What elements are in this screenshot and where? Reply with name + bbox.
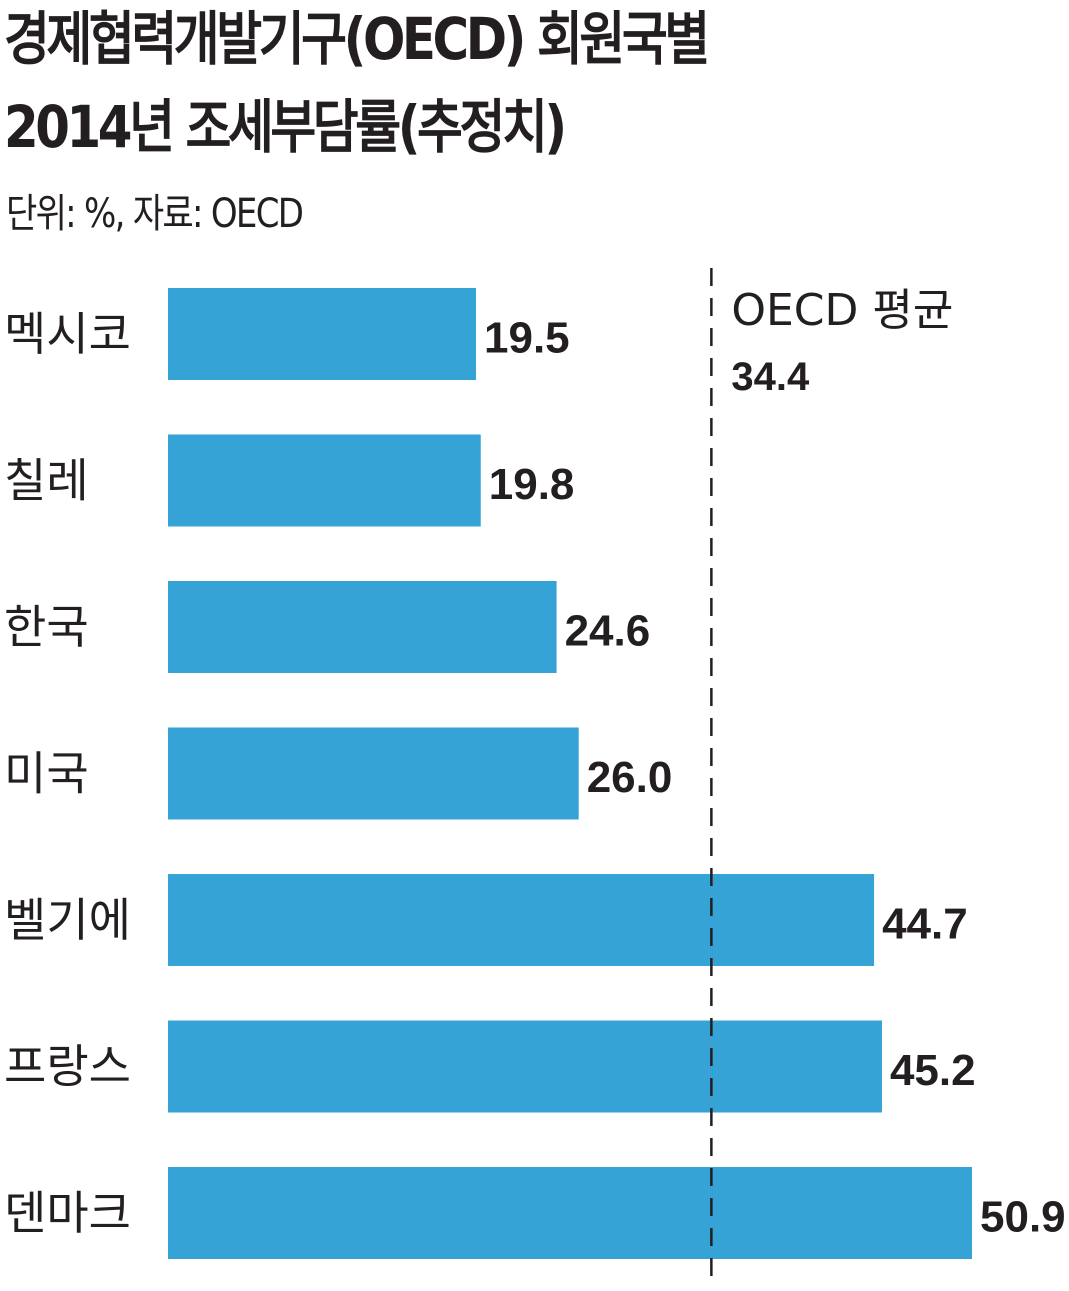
- oecd-average-value: 34.4: [731, 355, 810, 399]
- value-label: 50.9: [980, 1193, 1066, 1242]
- bars-layer: [168, 288, 972, 1259]
- value-label: 26.0: [587, 753, 673, 802]
- bar-6: [168, 1020, 882, 1113]
- oecd-average-label: OECD 평균: [731, 285, 953, 336]
- category-label: 프랑스: [4, 1040, 131, 1094]
- bar-1: [168, 288, 477, 380]
- chart-title-line-1: 경제협력개발기구(OECD) 회원국별: [4, 5, 710, 73]
- category-label: 덴마크: [4, 1186, 131, 1240]
- value-label: 19.5: [484, 314, 570, 363]
- bar-4: [168, 727, 579, 820]
- bar-3: [168, 581, 557, 673]
- category-label: 미국: [4, 747, 89, 801]
- chart-title-line-2: 2014년 조세부담률(추정치): [4, 93, 567, 161]
- category-label: 칠레: [4, 454, 89, 508]
- bar-2: [168, 434, 481, 527]
- value-label: 45.2: [890, 1046, 976, 1095]
- category-label: 멕시코: [4, 307, 131, 361]
- bar-5: [168, 874, 875, 966]
- value-label: 19.8: [489, 460, 575, 509]
- value-label: 24.6: [565, 607, 651, 656]
- bar-7: [168, 1167, 972, 1259]
- labels-layer: 멕시코 19.5 칠레 19.8 한국 24.6 미국 26.0 벨기에 44.7 프랑스 45.2 덴…: [4, 285, 1066, 1242]
- category-label: 한국: [4, 600, 89, 654]
- value-label: 44.7: [882, 900, 968, 949]
- category-label: 벨기에: [4, 893, 131, 947]
- unit-source-note: 단위: %, 자료: OECD: [6, 191, 304, 237]
